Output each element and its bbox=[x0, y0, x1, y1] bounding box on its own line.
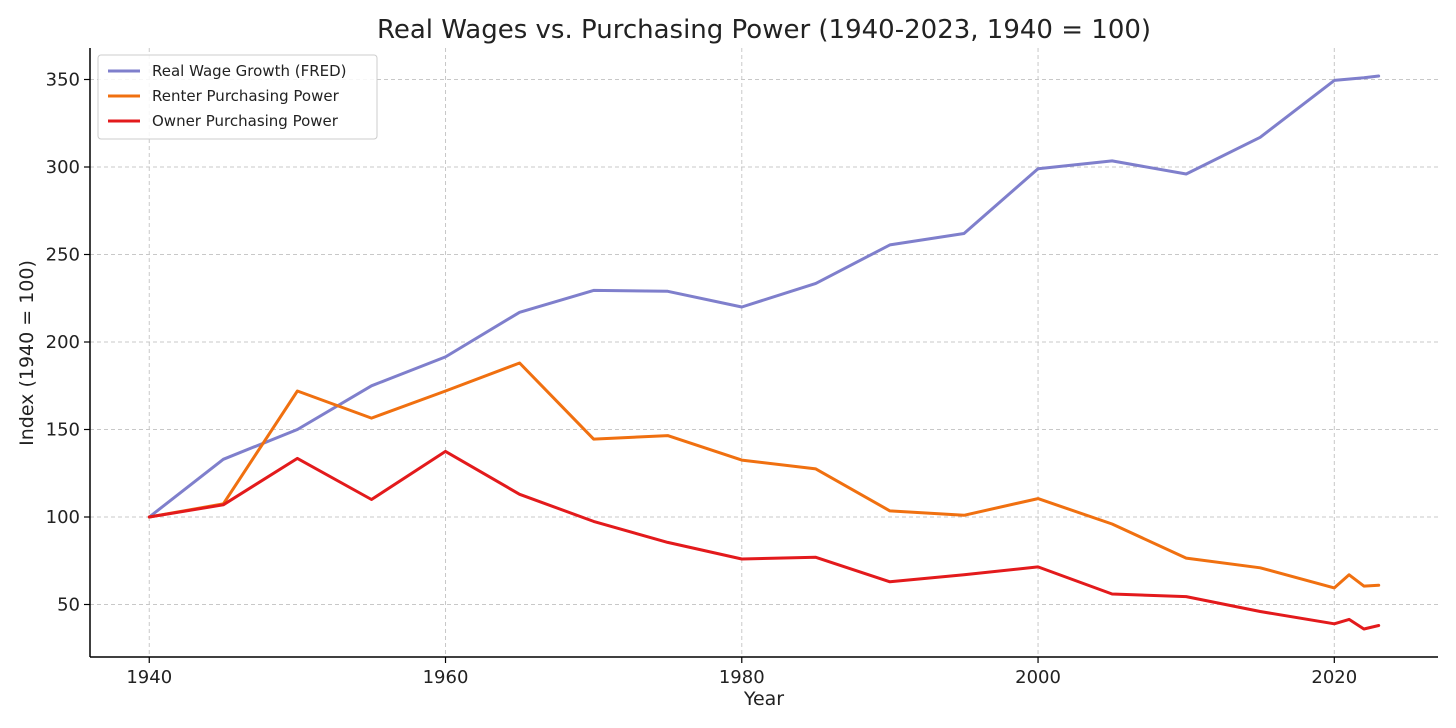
y-tick-label: 350 bbox=[46, 70, 80, 91]
x-axis-label: Year bbox=[743, 688, 784, 710]
y-tick-label: 50 bbox=[57, 595, 80, 616]
y-tick-label: 100 bbox=[46, 507, 80, 528]
legend-label-3: Owner Purchasing Power bbox=[152, 112, 339, 130]
legend: Real Wage Growth (FRED) Renter Purchasing… bbox=[97, 54, 378, 140]
x-tick-label: 1960 bbox=[423, 667, 469, 688]
y-tick-label: 150 bbox=[46, 420, 80, 441]
series-line-1 bbox=[147, 74, 1381, 519]
legend-box bbox=[97, 54, 378, 140]
legend-label-2: Renter Purchasing Power bbox=[152, 87, 340, 105]
legend-label-1: Real Wage Growth (FRED) bbox=[152, 62, 347, 80]
series-line-3 bbox=[147, 449, 1381, 631]
x-tick-label: 1940 bbox=[126, 667, 172, 688]
axes bbox=[84, 48, 1438, 663]
tick-labels: 1940 1960 1980 2000 2020 50 100 150 200 250 300 350 bbox=[46, 70, 1358, 689]
y-tick-label: 200 bbox=[46, 332, 80, 353]
x-tick-label: 1980 bbox=[719, 667, 765, 688]
series-line-2 bbox=[147, 361, 1381, 590]
series-lines bbox=[147, 74, 1381, 631]
y-tick-label: 250 bbox=[46, 245, 80, 266]
x-tick-label: 2020 bbox=[1311, 667, 1357, 688]
chart-title: Real Wages vs. Purchasing Power (1940-20… bbox=[377, 15, 1151, 45]
y-tick-label: 300 bbox=[46, 157, 80, 178]
y-axis-label: Index (1940 = 100) bbox=[16, 260, 38, 446]
x-tick-label: 2000 bbox=[1015, 667, 1061, 688]
